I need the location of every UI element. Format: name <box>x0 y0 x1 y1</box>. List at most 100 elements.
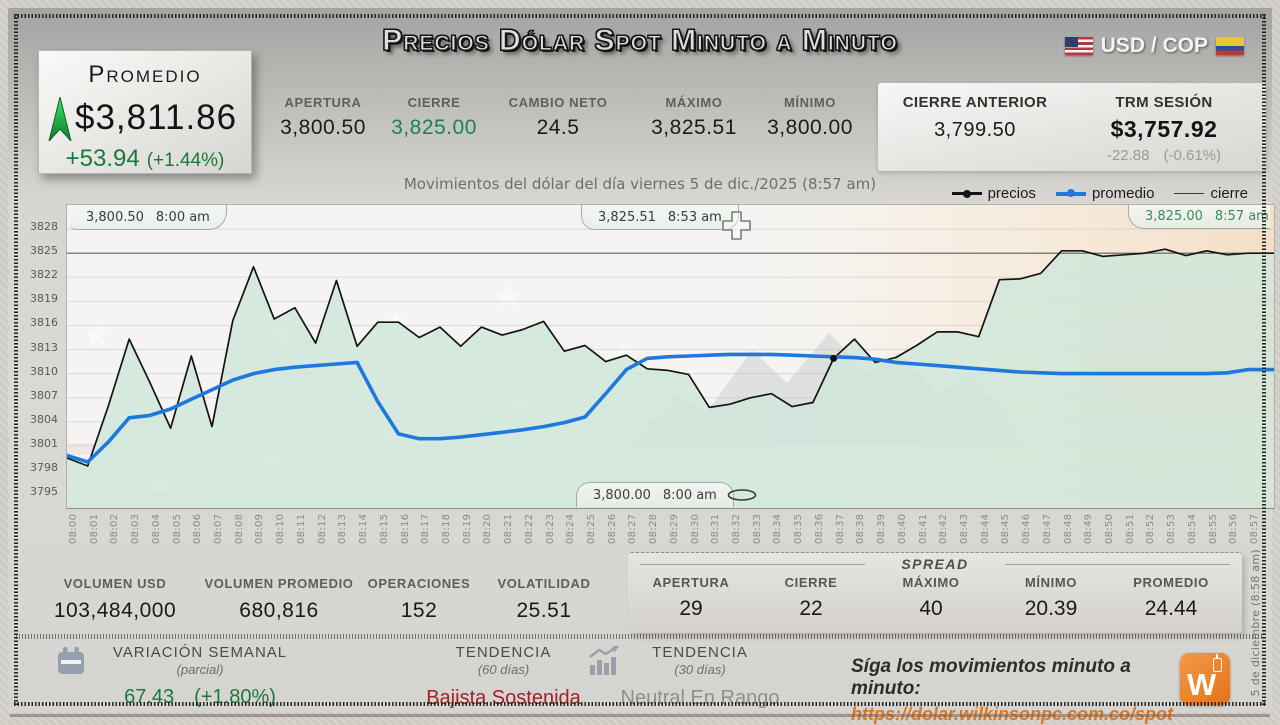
y-tick-label: 3822 <box>30 268 58 281</box>
stat-label: CIERRE <box>784 575 838 590</box>
x-tick-label: 08:45 <box>1000 513 1011 544</box>
annotation-value: 3,800.50 <box>86 209 144 225</box>
y-tick-label: 3810 <box>30 365 58 378</box>
x-tick-label: 08:48 <box>1063 513 1074 544</box>
annotation-last: 3,825.00 8:57 am <box>1128 205 1270 229</box>
x-tick-label: 08:35 <box>793 513 804 544</box>
stat-value: 25.51 <box>516 599 572 622</box>
x-tick-label: 08:07 <box>213 513 224 544</box>
annotation-time: 8:00 am <box>662 487 717 503</box>
y-tick-label: 3828 <box>30 220 58 233</box>
trm-change: -22.88 (-0.61%) <box>1070 147 1258 164</box>
x-tick-label: 08:11 <box>296 513 307 544</box>
x-axis-labels: 08:00 08:01 08:02 08:03 08:04 08:05 08:06 08:07… <box>68 513 1280 555</box>
annotation-high: 3,825.51 8:53 am <box>581 205 739 230</box>
x-tick-label: 08:55 <box>1208 513 1219 544</box>
stat-label: CAMBIO NETO <box>508 95 608 110</box>
x-tick-label: 08:33 <box>752 513 763 544</box>
legend-precios: precios <box>951 185 1036 202</box>
spread-promedio: PROMEDIO 24.44 <box>1116 575 1226 621</box>
calendar-icon <box>56 646 86 681</box>
tendencia-30-value: Neutral En Rango <box>620 687 780 709</box>
spread-cierre: CIERRE 22 <box>756 575 866 621</box>
stat-label: APERTURA <box>284 95 362 110</box>
annotation-time: 8:00 am <box>155 209 210 225</box>
stat-value: 152 <box>400 599 438 622</box>
wilkinsonpc-logo[interactable]: W <box>1180 653 1230 705</box>
stat-label: PROMEDIO <box>1133 575 1209 590</box>
promedio-value: $3,811.86 <box>75 98 238 137</box>
cierre-line-swatch <box>1174 192 1205 195</box>
stat-value: $3,757.92 <box>1110 116 1218 142</box>
x-tick-label: 08:46 <box>1021 513 1032 544</box>
x-tick-label: 08:50 <box>1104 513 1115 544</box>
stat-value: 40 <box>919 597 943 620</box>
x-tick-label: 08:03 <box>130 513 141 544</box>
y-axis-labels: 3828 3825 3822 3819 3816 3813 3810 3807 3804 3801… <box>16 204 60 507</box>
stat-label: CIERRE <box>407 95 461 110</box>
tendencia-30-block: TENDENCIA (30 días) Neutral En Rango <box>620 644 780 710</box>
tendencia-60-block: TENDENCIA (60 días) Bajista Sostenida <box>416 644 591 710</box>
stat-label: TENDENCIA <box>455 644 552 661</box>
legend-label: precios <box>987 185 1036 202</box>
stat-sublabel: (30 días) <box>674 662 726 677</box>
spread-title: SPREAD <box>901 556 969 572</box>
stat-value: 24.5 <box>536 116 580 139</box>
logo-w-glyph: W <box>1187 667 1217 702</box>
x-tick-label: 08:51 <box>1125 513 1136 544</box>
y-tick-label: 3813 <box>30 341 58 354</box>
stat-label: TENDENCIA <box>652 644 748 661</box>
stat-volumen-promedio: VOLUMEN PROMEDIO 680,816 <box>200 576 358 623</box>
stat-value: 103,484,000 <box>53 599 177 622</box>
stat-cierre: CIERRE 3,825.00 <box>380 95 488 140</box>
annotation-low: 3,800.00 8:00 am <box>576 482 734 507</box>
x-tick-label: 08:49 <box>1083 513 1094 544</box>
annotation-time: 8:57 am <box>1214 209 1269 224</box>
stat-value: 20.39 <box>1024 597 1078 620</box>
chart-subtitle: Movimientos del dólar del día viernes 5 … <box>403 175 877 193</box>
stat-value: 680,816 <box>239 599 319 622</box>
frame-stitch-bottom <box>14 702 1266 706</box>
frame-stitch-left <box>14 14 18 706</box>
x-tick-label: 08:41 <box>918 513 929 544</box>
x-tick-label: 08:38 <box>855 513 866 544</box>
change-pct: (+1.44%) <box>146 150 225 171</box>
spread-rule-left <box>640 564 865 565</box>
x-tick-label: 08:19 <box>462 513 473 544</box>
stat-value: 3,800.00 <box>767 116 853 139</box>
cta-text: Síga los movimientos minuto a minuto: <box>851 656 1131 699</box>
stat-value: 3,825.51 <box>651 116 737 139</box>
x-tick-label: 08:53 <box>1166 513 1177 544</box>
stat-maximo: MÁXIMO 3,825.51 <box>632 95 756 140</box>
stat-label: OPERACIONES <box>367 576 471 591</box>
price-chart[interactable] <box>66 204 1275 509</box>
stat-label: APERTURA <box>652 575 730 590</box>
promedio-label: Promedio <box>88 61 202 88</box>
x-tick-label: 08:23 <box>545 513 556 544</box>
x-tick-label: 08:40 <box>897 513 908 544</box>
y-tick-label: 3819 <box>30 292 58 305</box>
spread-apertura: APERTURA 29 <box>636 575 746 621</box>
x-tick-label: 08:26 <box>607 513 618 544</box>
stat-label: TRM SESIÓN <box>1115 94 1213 111</box>
candlestick-icon <box>1213 654 1222 672</box>
y-tick-label: 3816 <box>30 316 58 329</box>
trend-chart-icon <box>586 645 622 682</box>
legend-label: cierre <box>1210 185 1248 202</box>
stat-label: VARIACIÓN SEMANAL <box>112 644 288 661</box>
page-title: Precios Dólar Spot Minuto a Minuto <box>382 24 898 58</box>
dashboard-page: Precios Dólar Spot Minuto a Minuto USD /… <box>8 8 1275 724</box>
spread-panel: SPREAD APERTURA 29 CIERRE 22 MÁXIMO 40 M… <box>628 552 1242 633</box>
x-tick-label: 08:18 <box>441 513 452 544</box>
currency-pair-selector[interactable]: USD / COP <box>1064 34 1244 58</box>
annotation-value: 3,825.00 <box>1145 209 1203 224</box>
perforated-separator <box>16 634 1264 639</box>
x-tick-label: 08:37 <box>835 513 846 544</box>
x-tick-label: 08:39 <box>876 513 887 544</box>
x-tick-label: 08:06 <box>192 513 203 544</box>
x-tick-label: 08:47 <box>1042 513 1053 544</box>
spread-maximo: MÁXIMO 40 <box>876 575 986 621</box>
x-tick-label: 08:57 <box>1249 513 1260 544</box>
us-flag-icon <box>1064 37 1093 55</box>
x-tick-label: 08:27 <box>627 513 638 544</box>
